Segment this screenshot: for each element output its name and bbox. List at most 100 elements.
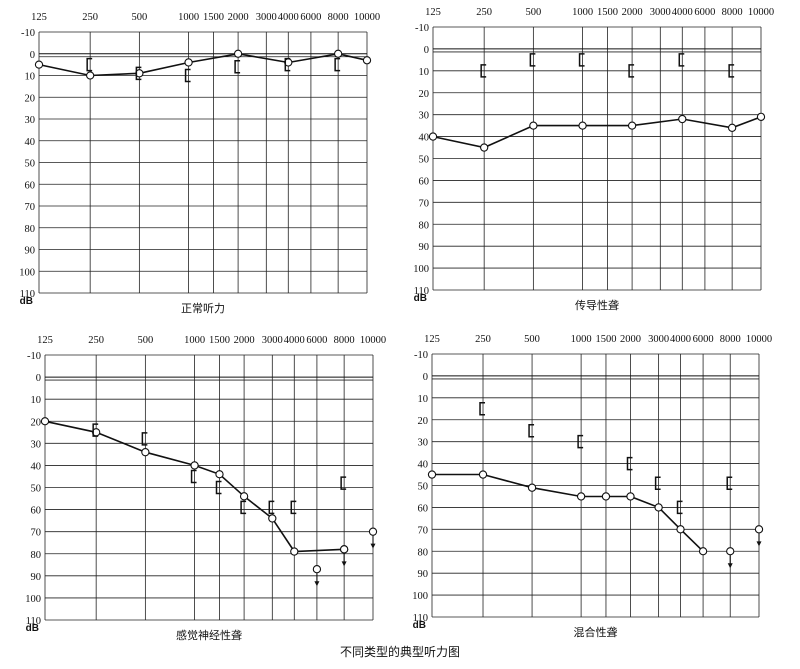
air-conduction-point bbox=[654, 503, 663, 512]
x-tick-label: 3000 bbox=[256, 12, 277, 23]
x-tick-label: 6000 bbox=[694, 7, 715, 18]
air-conduction-point bbox=[626, 492, 635, 501]
air-conduction-point bbox=[333, 49, 343, 58]
y-tick-label: 90 bbox=[419, 242, 430, 253]
x-tick-label: 4000 bbox=[284, 335, 305, 346]
y-tick-label: 40 bbox=[31, 461, 42, 472]
y-tick-label: 60 bbox=[31, 506, 42, 517]
y-tick-label: 0 bbox=[30, 50, 35, 61]
air-conduction-point bbox=[362, 56, 372, 65]
y-tick-label: 10 bbox=[31, 395, 42, 406]
air-conduction-point bbox=[480, 143, 489, 152]
y-tick-label: 70 bbox=[418, 525, 429, 536]
air-conduction-point bbox=[678, 114, 687, 124]
air-conduction-point bbox=[268, 514, 277, 523]
y-tick-label: 90 bbox=[31, 572, 42, 583]
y-tick-label: 80 bbox=[25, 224, 36, 235]
air-conduction-line bbox=[432, 473, 704, 552]
bone-conduction-point bbox=[529, 53, 536, 67]
x-tick-label: 500 bbox=[524, 334, 540, 345]
audiogram-panel-3: -10 0 10 20 30 40 50 60 70 80 90 100 110 125 250 500 100… bbox=[25, 335, 386, 642]
x-tick-label: 250 bbox=[476, 7, 492, 18]
y-tick-label: -10 bbox=[27, 351, 41, 362]
air-conduction-line bbox=[38, 52, 368, 77]
x-tick-label: 2000 bbox=[620, 334, 641, 345]
y-tick-label: 20 bbox=[418, 416, 429, 427]
x-tick-label: 4000 bbox=[670, 334, 691, 345]
y-tick-label: 30 bbox=[31, 439, 42, 450]
audiogram-panel-1: -10 0 10 20 30 40 50 60 70 80 90 100 110 125 250 500 100… bbox=[19, 12, 380, 315]
x-tick-label: 500 bbox=[131, 12, 147, 23]
unit-label: dB bbox=[414, 293, 427, 304]
x-tick-label: 1500 bbox=[203, 12, 224, 23]
x-tick-label: 6000 bbox=[300, 12, 321, 23]
bone-conduction-point bbox=[86, 57, 93, 72]
audiogram-panel-4: -10 0 10 20 30 40 50 60 70 80 90 100 110 125 250 500 100… bbox=[412, 334, 772, 639]
y-tick-label: 30 bbox=[418, 438, 429, 449]
x-tick-label: 1000 bbox=[572, 7, 593, 18]
y-tick-label: 50 bbox=[419, 155, 430, 166]
bone-conduction-point bbox=[480, 64, 487, 78]
x-tick-label: 2000 bbox=[228, 12, 249, 23]
y-tick-label: 40 bbox=[25, 137, 36, 148]
air-conduction-point bbox=[239, 492, 249, 501]
y-tick-label: 0 bbox=[424, 45, 429, 56]
y-tick-label: 40 bbox=[419, 133, 430, 144]
y-tick-label: 30 bbox=[419, 111, 430, 122]
y-tick-label: -10 bbox=[414, 350, 428, 361]
air-conduction-point bbox=[184, 58, 193, 67]
x-tick-label: 4000 bbox=[672, 7, 693, 18]
bone-conduction-point bbox=[479, 402, 486, 416]
y-tick-label: 20 bbox=[419, 89, 430, 100]
no-response-arrow-head bbox=[341, 561, 347, 567]
x-tick-label: 2000 bbox=[622, 7, 643, 18]
bone-conduction-point bbox=[578, 53, 585, 67]
x-tick-label: 8000 bbox=[720, 334, 741, 345]
audiogram-panel-2: -10 0 10 20 30 40 50 60 70 80 90 100 110 125 250 500 100… bbox=[413, 7, 774, 312]
air-conduction-point bbox=[698, 547, 708, 556]
y-tick-label: 100 bbox=[412, 591, 428, 602]
panel-title: 混合性聋 bbox=[574, 625, 618, 639]
y-tick-label: 70 bbox=[25, 202, 36, 213]
no-response-point bbox=[368, 527, 378, 536]
x-tick-label: 10000 bbox=[748, 7, 774, 18]
y-tick-label: 10 bbox=[419, 67, 430, 78]
x-tick-label: 1500 bbox=[597, 7, 618, 18]
y-tick-label: 100 bbox=[25, 594, 41, 605]
bone-conduction-point bbox=[626, 456, 633, 471]
y-tick-label: 90 bbox=[25, 246, 36, 257]
x-tick-label: 500 bbox=[137, 335, 153, 346]
air-conduction-point bbox=[578, 121, 587, 130]
y-tick-label: -10 bbox=[21, 28, 35, 39]
bone-conduction-point bbox=[676, 500, 683, 515]
x-tick-label: 6000 bbox=[306, 335, 327, 346]
no-response-point bbox=[754, 525, 764, 534]
no-response-point bbox=[312, 565, 322, 574]
x-tick-label: 250 bbox=[475, 334, 491, 345]
x-tick-label: 125 bbox=[425, 7, 441, 18]
bone-conduction-point bbox=[135, 66, 142, 81]
air-conduction-point bbox=[233, 49, 243, 58]
y-tick-label: 40 bbox=[418, 460, 429, 471]
bone-conduction-point bbox=[728, 64, 735, 78]
y-tick-label: 90 bbox=[418, 569, 429, 580]
air-conduction-point bbox=[601, 492, 611, 501]
bone-conduction-point bbox=[268, 500, 275, 515]
bone-conduction-point bbox=[334, 57, 341, 72]
panel-title: 感觉神经性聋 bbox=[176, 628, 242, 642]
y-tick-label: 50 bbox=[418, 482, 429, 493]
air-conduction-point bbox=[86, 71, 95, 80]
unit-label: dB bbox=[413, 620, 426, 631]
x-tick-label: 4000 bbox=[278, 12, 299, 23]
bone-conduction-point bbox=[141, 432, 148, 446]
x-tick-label: 8000 bbox=[334, 335, 355, 346]
x-tick-label: 125 bbox=[31, 12, 47, 23]
x-tick-label: 1500 bbox=[595, 334, 616, 345]
x-tick-label: 1000 bbox=[184, 335, 205, 346]
air-conduction-point bbox=[576, 492, 586, 501]
x-tick-label: 6000 bbox=[693, 334, 714, 345]
x-tick-label: 1500 bbox=[209, 335, 230, 346]
panel-title: 传导性聋 bbox=[575, 298, 619, 312]
x-tick-label: 3000 bbox=[650, 7, 671, 18]
